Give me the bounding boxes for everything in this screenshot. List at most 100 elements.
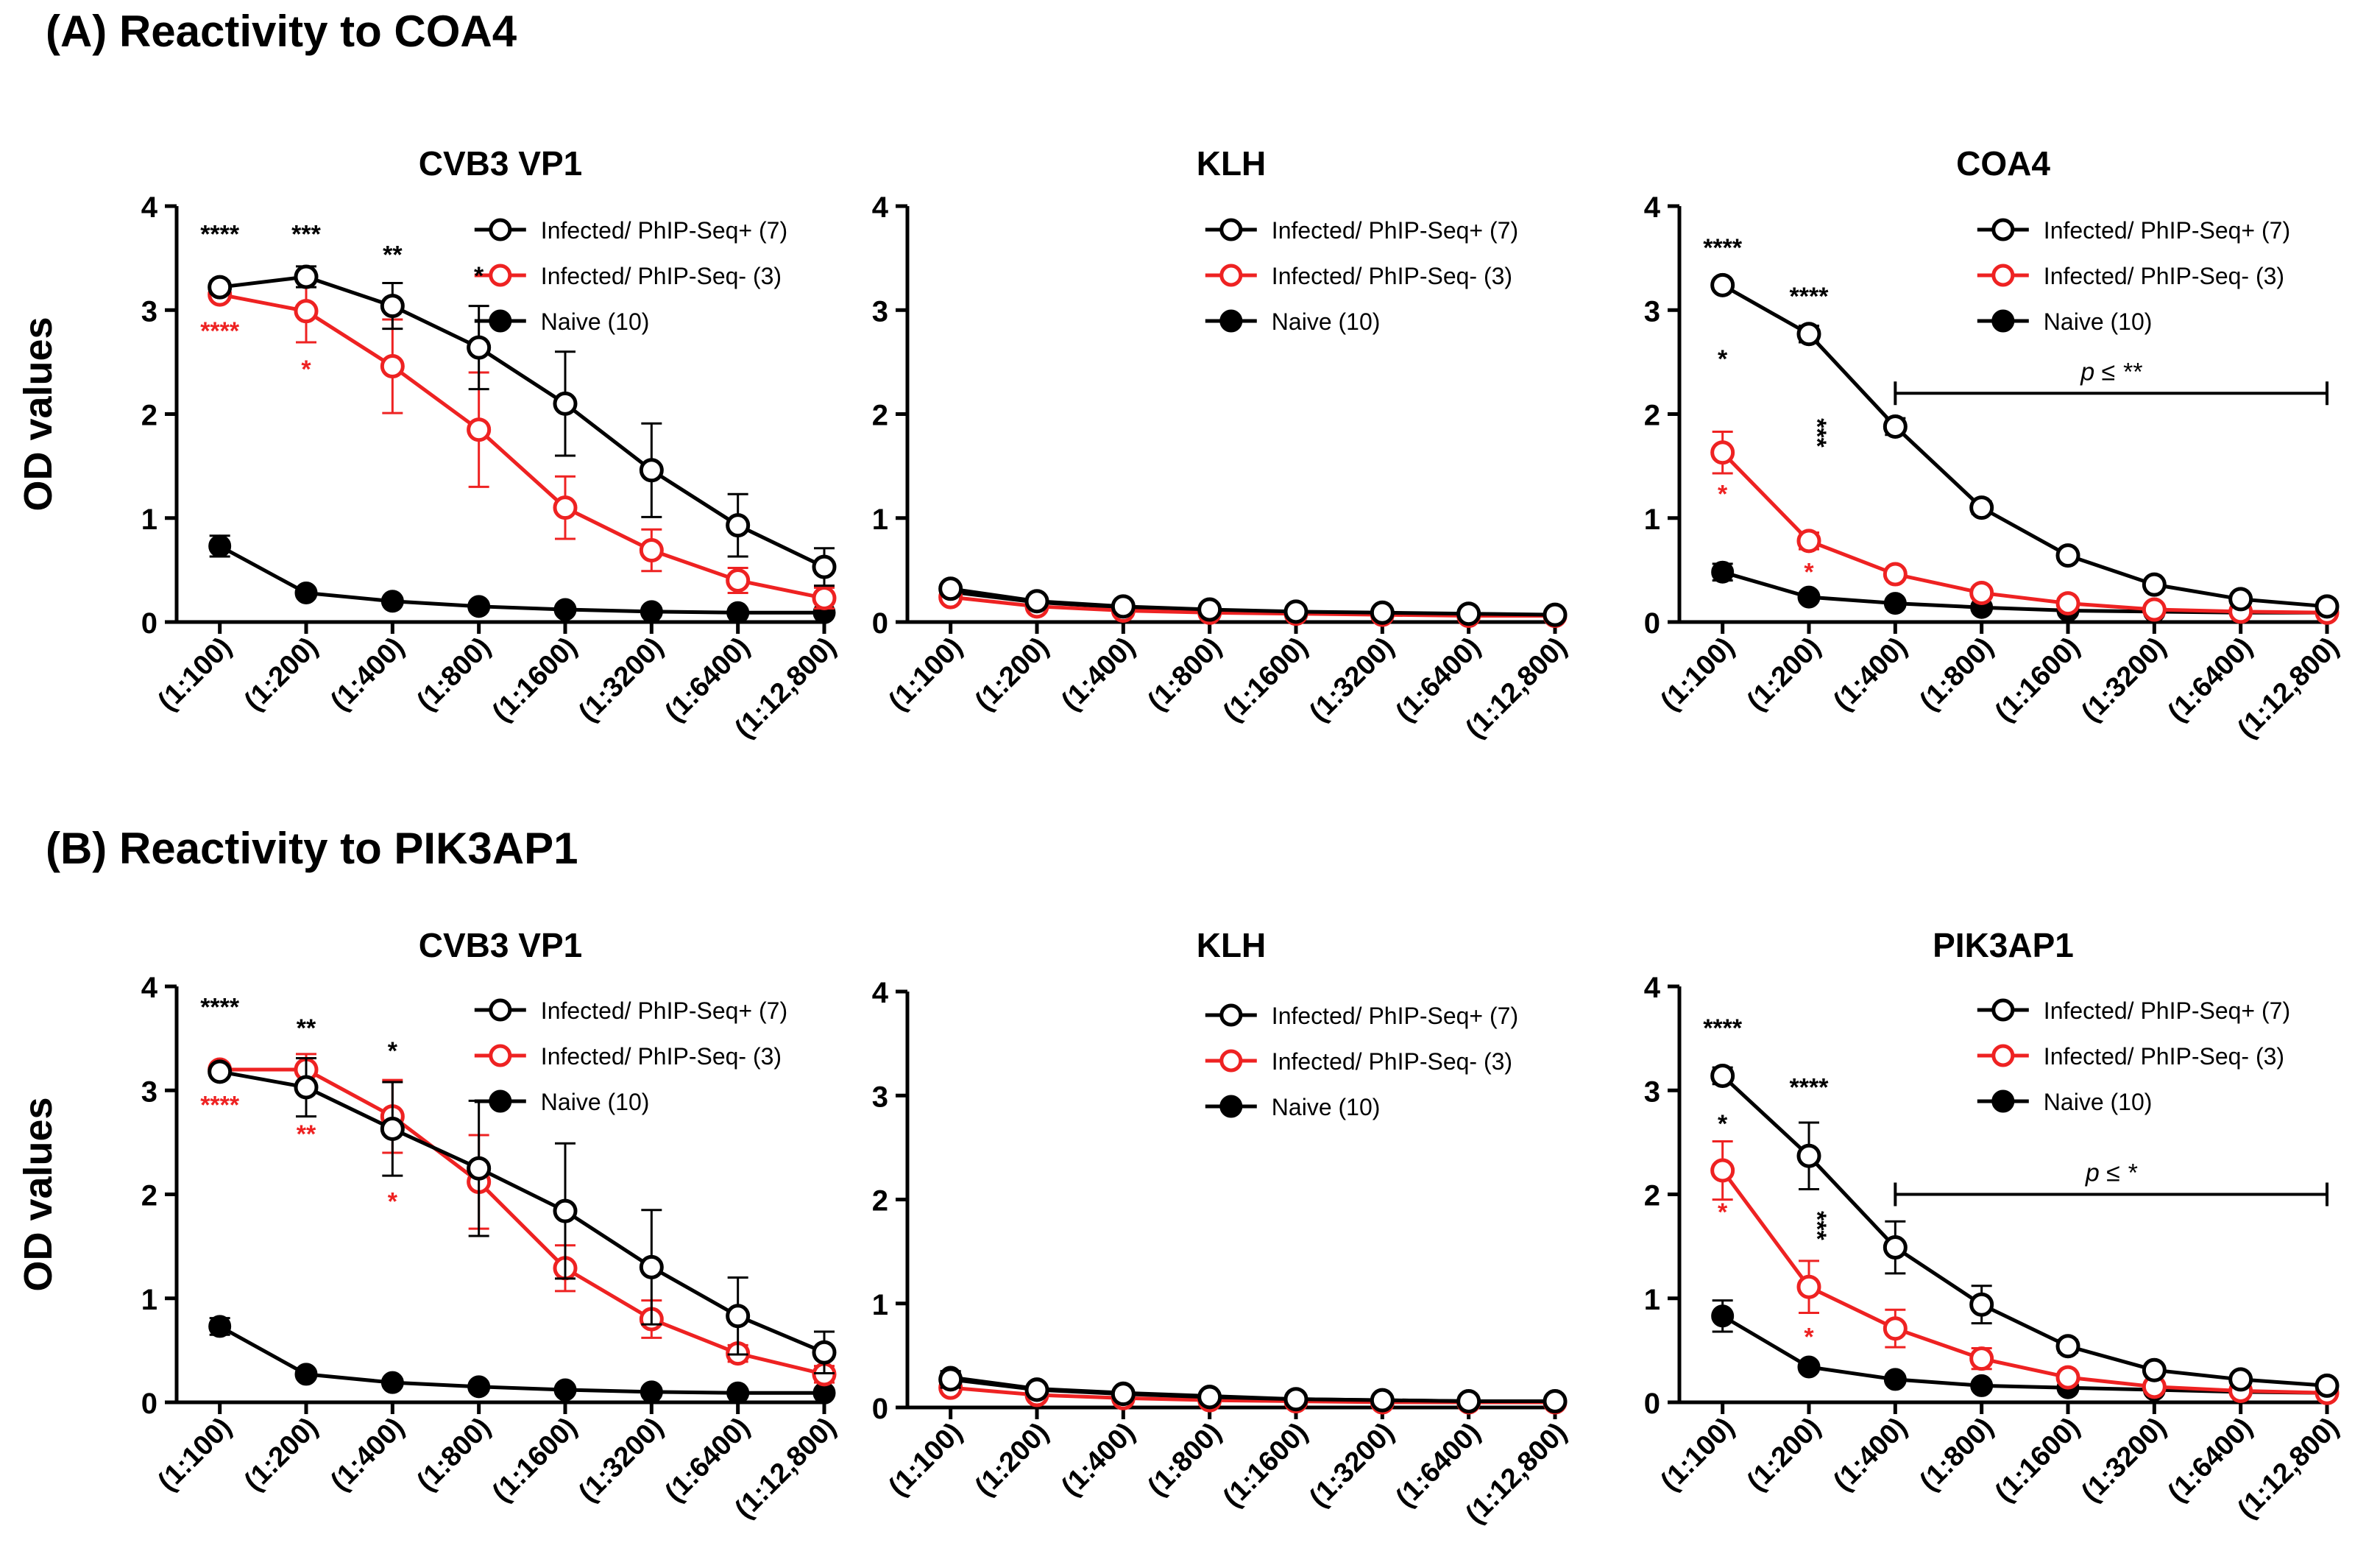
significance-label: **** [200,994,240,1022]
significance-label: **** [1790,283,1830,311]
x-tick-label: (1:800) [411,632,497,717]
x-tick-label: (1:100) [1655,1412,1740,1497]
legend-marker [1991,1044,2015,1067]
y-tick-label: 3 [1644,295,1660,328]
data-point [2228,1367,2253,1392]
data-point [2055,591,2080,616]
x-tick-label: (1:800) [1142,1417,1228,1502]
x-tick-label: (1:200) [969,1417,1055,1502]
data-point [2315,594,2340,619]
significance-label: ** [297,1014,316,1042]
legend-label: Naive (10) [2044,1089,2153,1115]
legend-marker [1219,264,1243,287]
y-tick-label: 0 [1644,1388,1660,1420]
y-tick-label: 2 [872,400,888,432]
significance-label: * [1718,1198,1728,1226]
data-point [2055,1365,2080,1390]
y-tick-label: 2 [141,1180,157,1212]
y-tick-label: 0 [1644,607,1660,640]
chart-panel-4: CVB3 VP1 OD values 0 1 2 3 4 (1:100) (1:200) (1:4… [16,926,842,1525]
data-point [1796,322,1821,347]
significance-label: *** [1803,418,1831,448]
y-axis-label: OD values [16,1097,60,1291]
bracket-label: p ≤ ** [2080,358,2143,386]
data-point [1797,585,1821,609]
y-tick-label: 2 [1644,400,1660,432]
x-tick-label: (1:400) [1827,632,1913,717]
legend-label: Naive (10) [541,308,650,335]
data-point [1711,560,1735,584]
y-tick-label: 1 [872,504,888,536]
data-point [1710,1063,1735,1088]
legend-label: Infected/ PhIP-Seq- (3) [541,1043,782,1070]
y-tick-label: 3 [872,1081,888,1113]
significance-label: * [301,356,311,384]
data-point [1111,1382,1136,1407]
legend-marker [1991,218,2015,241]
data-point [467,1375,491,1399]
series-line [1721,1074,2328,1388]
chart-title: PIK3AP1 [1933,926,2074,964]
significance-label: * [1718,481,1728,509]
legend-label: Infected/ PhIP-Seq- (3) [2044,263,2284,289]
y-tick-label: 0 [872,607,888,640]
data-point [208,1059,233,1084]
legend-marker [1219,1095,1243,1118]
legend-label: Naive (10) [1272,1094,1381,1120]
legend-label: Naive (10) [2044,308,2153,335]
legend-marker [1219,309,1243,333]
legend-label: Infected/ PhIP-Seq+ (7) [2044,217,2290,244]
data-point [208,1315,232,1338]
x-tick-label: (1:3200) [573,632,669,728]
legend-label: Infected/ PhIP-Seq- (3) [541,263,782,289]
data-point [1024,589,1049,614]
significance-label: * [388,1037,398,1065]
significance-label: * [1804,1323,1814,1351]
data-point [208,275,233,300]
data-point [380,1117,405,1142]
legend-label: Naive (10) [1272,308,1381,335]
data-point [553,495,578,520]
data-point [640,600,663,623]
x-tick-label: (1:100) [1655,632,1740,717]
x-tick-label: (1:1600) [1989,1412,2086,1508]
significance-label: * [474,262,484,290]
legend-label: Infected/ PhIP-Seq+ (7) [2044,997,2290,1024]
y-tick-label: 2 [141,400,157,432]
chart-title: COA4 [1956,144,2050,183]
y-tick-label: 0 [872,1393,888,1425]
legend-marker [1991,309,2015,333]
series-line [1721,283,2328,609]
significance-label: **** [1703,234,1743,262]
data-point [467,417,492,442]
data-point [467,1156,492,1181]
data-point [1883,1235,1908,1260]
chart-panel-2: KLH 0 1 2 3 4 (1:100) (1:200) (1:400) (1:800)(1:1… [872,144,1573,744]
series-line [950,1377,1555,1404]
legend-label: Infected/ PhIP-Seq+ (7) [1272,217,1518,244]
data-point [294,581,318,604]
y-tick-label: 1 [1644,504,1660,536]
y-tick-label: 3 [141,1075,157,1108]
data-point [1710,440,1735,465]
chart-title: KLH [1197,144,1267,183]
data-point [2228,587,2253,612]
data-point [380,294,405,319]
chart-title: CVB3 VP1 [419,144,582,183]
chart-title: CVB3 VP1 [419,926,582,964]
y-tick-label: 4 [872,191,889,224]
data-point [1710,272,1735,297]
y-tick-label: 0 [141,1388,157,1420]
data-point [553,1378,577,1402]
legend-label: Infected/ PhIP-Seq+ (7) [1272,1003,1518,1029]
x-tick-label: (1:800) [1142,632,1228,717]
data-point [1883,414,1908,439]
x-tick-label: (1:800) [1914,1412,2000,1497]
x-tick-label: (1:100) [883,1417,968,1502]
data-point [1111,594,1136,619]
series-line [219,1070,825,1354]
y-tick-label: 1 [1644,1284,1660,1316]
x-tick-label: (1:100) [883,632,968,717]
y-tick-label: 4 [1644,972,1661,1004]
